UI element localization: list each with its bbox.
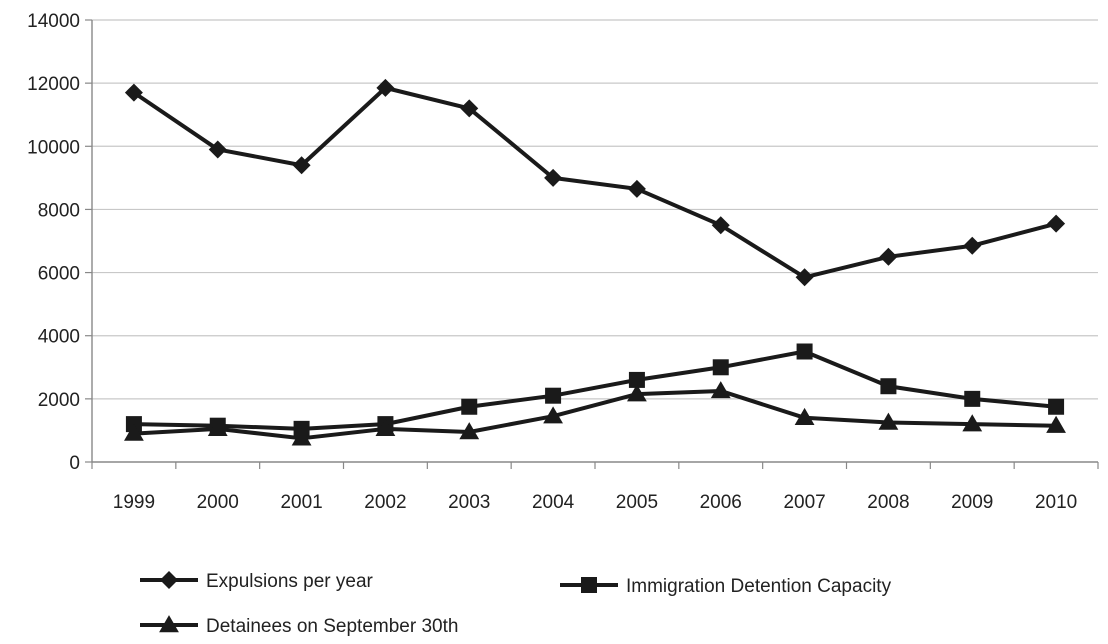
data-point: [880, 378, 897, 395]
grid-lines: [92, 19, 1098, 400]
x-tick-label: 2005: [616, 492, 658, 513]
series-square: [125, 343, 1065, 437]
x-tick-label: 2004: [532, 492, 575, 513]
data-point: [544, 168, 563, 187]
data-point: [460, 99, 479, 118]
data-point: [375, 418, 396, 437]
x-tick-label: 2003: [448, 492, 490, 513]
data-point: [545, 387, 562, 404]
series-lines: [124, 78, 1066, 446]
data-point: [796, 343, 813, 360]
x-tick-label: 2000: [197, 492, 239, 513]
series-diamond: [124, 78, 1066, 287]
data-point: [964, 390, 981, 407]
data-point: [628, 371, 645, 388]
legend-marker: [581, 577, 597, 593]
data-point: [879, 247, 898, 266]
y-tick-label: 8000: [38, 200, 80, 221]
y-tick-label: 4000: [38, 327, 80, 348]
data-point: [795, 268, 814, 287]
data-point: [711, 216, 730, 235]
data-point: [627, 179, 646, 198]
series-line: [132, 85, 1057, 280]
data-point: [291, 428, 312, 446]
y-tick-label: 12000: [27, 74, 80, 95]
y-tick-labels: 0 2000 4000 6000 8000 10000 12000 14000: [27, 11, 80, 474]
y-tick-label: 10000: [27, 137, 80, 158]
x-tick-label: 2009: [951, 492, 993, 513]
x-tick-label: 2007: [783, 492, 825, 513]
data-point: [376, 78, 395, 97]
legend-label: Expulsions per year: [206, 571, 374, 592]
data-point: [124, 83, 143, 102]
data-point: [962, 414, 983, 432]
legend-marker: [159, 615, 179, 633]
x-tick-label: 2001: [280, 492, 322, 513]
data-point: [963, 236, 982, 255]
data-point: [712, 359, 729, 376]
axes: [85, 19, 1099, 469]
y-tick-label: 0: [69, 453, 80, 474]
legend-item: Expulsions per year: [140, 571, 374, 592]
x-tick-label: 2010: [1035, 492, 1077, 513]
data-point: [1046, 415, 1066, 433]
data-point: [627, 384, 647, 402]
x-tick-label: 1999: [113, 492, 155, 513]
x-tick-label: 2002: [364, 492, 406, 513]
data-point: [794, 407, 815, 425]
data-point: [208, 140, 227, 159]
data-point: [461, 398, 478, 415]
data-point: [1048, 398, 1065, 415]
legend-item: Detainees on September 30th: [140, 615, 458, 637]
data-point: [878, 412, 899, 430]
data-point: [710, 381, 731, 399]
data-point: [124, 423, 144, 441]
legend: Expulsions per year Immigration Detention…: [140, 571, 892, 637]
y-tick-label: 14000: [27, 11, 80, 32]
legend-label: Detainees on September 30th: [206, 616, 458, 637]
y-tick-label: 2000: [38, 390, 80, 411]
data-point: [459, 422, 480, 440]
legend-marker: [160, 571, 178, 589]
legend-label: Immigration Detention Capacity: [626, 576, 892, 597]
series-line: [133, 388, 1057, 441]
x-tick-label: 2008: [867, 492, 909, 513]
data-point: [1047, 214, 1066, 233]
y-tick-label: 6000: [38, 264, 80, 285]
legend-item: Immigration Detention Capacity: [560, 576, 892, 597]
data-point: [292, 156, 311, 175]
data-point: [207, 418, 228, 437]
x-tick-labels: 1999 2000 2001 2002 2003 2004 2005 2006 2007 2008…: [113, 492, 1077, 513]
series-line: [133, 349, 1057, 431]
x-tick-label: 2006: [700, 492, 742, 513]
data-point: [543, 406, 563, 424]
series-triangle: [124, 381, 1066, 446]
